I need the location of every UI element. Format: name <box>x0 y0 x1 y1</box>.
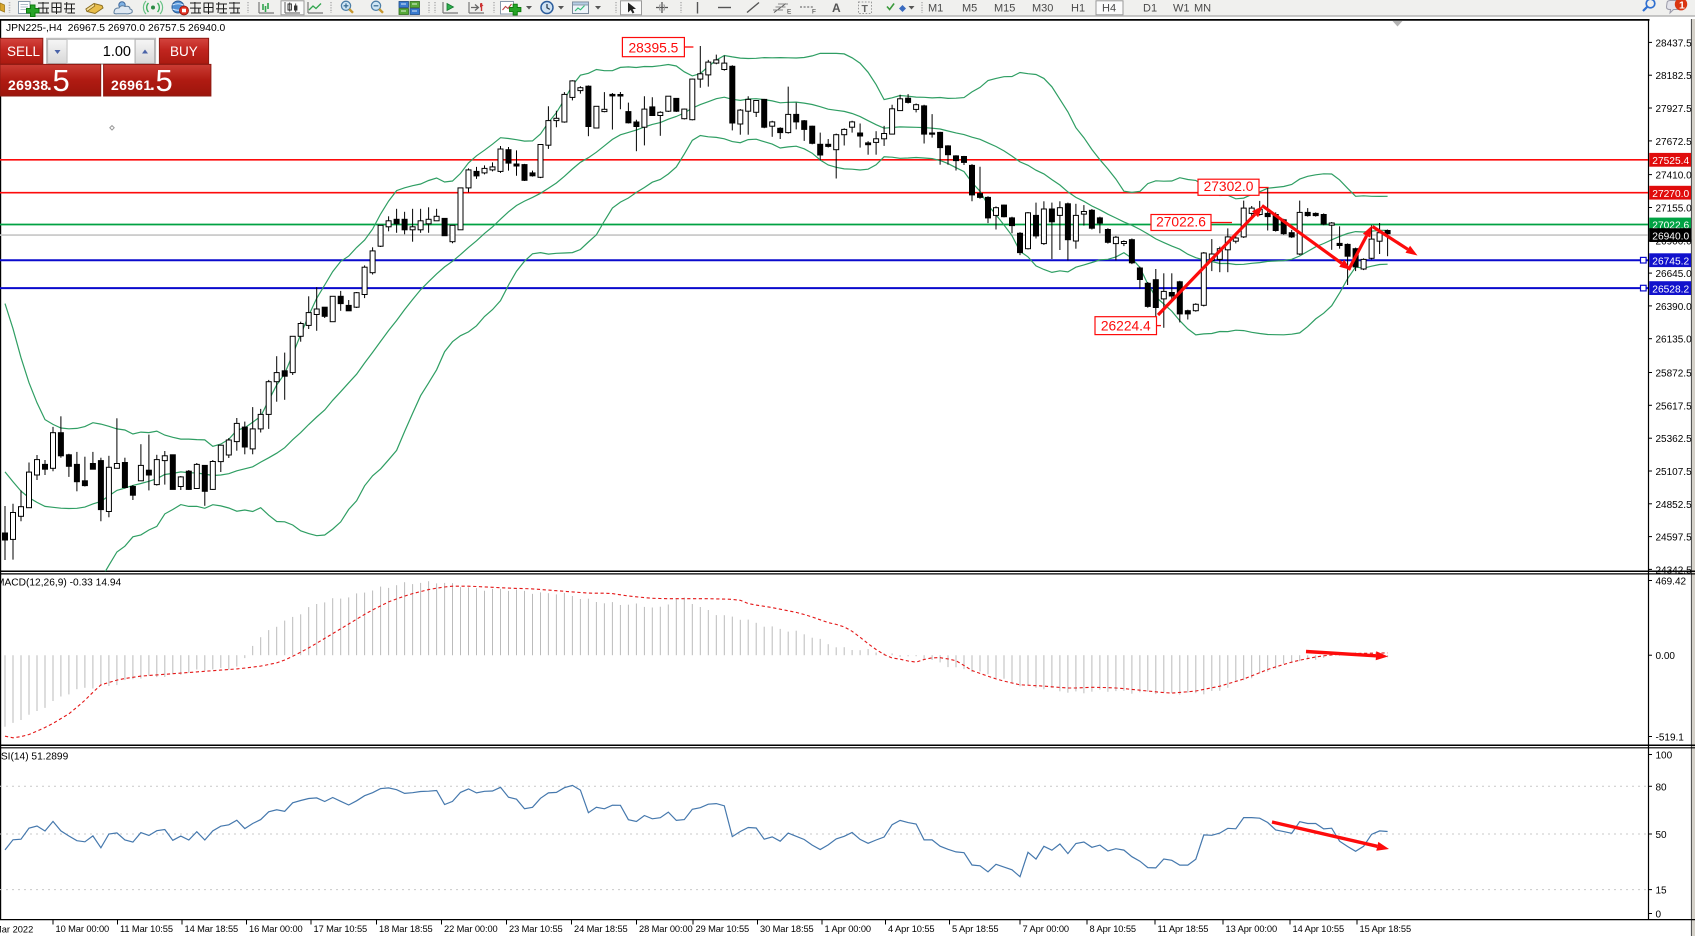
svg-text:D1: D1 <box>1143 3 1157 15</box>
svg-text:23 Mar 10:55: 23 Mar 10:55 <box>509 924 563 934</box>
svg-text:26961: 26961 <box>111 77 151 93</box>
svg-text:27022.6: 27022.6 <box>1652 221 1689 232</box>
svg-text:26938: 26938 <box>8 77 48 93</box>
svg-text:M5: M5 <box>962 3 977 15</box>
svg-text:25107.5: 25107.5 <box>1656 467 1693 478</box>
svg-text:1 Apr 00:00: 1 Apr 00:00 <box>825 924 871 934</box>
svg-text:26135.0: 26135.0 <box>1656 335 1693 346</box>
svg-text:27155.0: 27155.0 <box>1656 204 1693 215</box>
svg-text:H1: H1 <box>1071 3 1085 15</box>
svg-text:80: 80 <box>1656 782 1668 793</box>
svg-text:JPN225-,H4 26967.5 26970.0 26: JPN225-,H4 26967.5 26970.0 26757.5 26940… <box>6 23 226 34</box>
svg-text:17 Mar 10:55: 17 Mar 10:55 <box>314 924 368 934</box>
svg-text:W1: W1 <box>1173 3 1190 15</box>
svg-text:0.00: 0.00 <box>1656 651 1676 662</box>
svg-text:30 Mar 18:55: 30 Mar 18:55 <box>760 924 814 934</box>
svg-text:14 Apr 10:55: 14 Apr 10:55 <box>1293 924 1345 934</box>
svg-text:0: 0 <box>1656 910 1662 921</box>
svg-text:MN: MN <box>1194 3 1211 15</box>
svg-text:18 Mar 18:55: 18 Mar 18:55 <box>379 924 433 934</box>
svg-text:1: 1 <box>1679 0 1685 12</box>
svg-text:M15: M15 <box>994 3 1015 15</box>
svg-text:27410.0: 27410.0 <box>1656 171 1693 182</box>
svg-text:27270.0: 27270.0 <box>1652 189 1689 200</box>
svg-text:26390.0: 26390.0 <box>1656 302 1693 313</box>
svg-text:16 Mar 00:00: 16 Mar 00:00 <box>249 924 303 934</box>
svg-text:15 Apr 18:55: 15 Apr 18:55 <box>1360 924 1412 934</box>
svg-text:Mar 2022: Mar 2022 <box>0 925 33 935</box>
svg-text:24 Mar 18:55: 24 Mar 18:55 <box>574 924 628 934</box>
svg-text:22 Mar 00:00: 22 Mar 00:00 <box>444 924 498 934</box>
svg-text:M30: M30 <box>1032 3 1053 15</box>
svg-text:-519.1: -519.1 <box>1656 733 1685 744</box>
svg-text:50: 50 <box>1656 830 1668 841</box>
svg-text:25362.5: 25362.5 <box>1656 434 1693 445</box>
svg-text:13 Apr 00:00: 13 Apr 00:00 <box>1226 924 1278 934</box>
svg-text:BUY: BUY <box>170 44 198 59</box>
svg-text:27525.4: 27525.4 <box>1652 156 1689 167</box>
svg-text:F: F <box>812 9 816 16</box>
svg-text:SELL: SELL <box>7 44 41 59</box>
svg-text:24342.5: 24342.5 <box>1656 565 1693 576</box>
svg-text:4 Apr 10:55: 4 Apr 10:55 <box>888 924 934 934</box>
svg-text:469.42: 469.42 <box>1656 577 1687 588</box>
svg-text:M1: M1 <box>928 3 943 15</box>
svg-text:5: 5 <box>156 63 173 98</box>
svg-text:11 Apr 18:55: 11 Apr 18:55 <box>1158 924 1209 934</box>
svg-text:28182.5: 28182.5 <box>1656 71 1693 82</box>
svg-text:27927.5: 27927.5 <box>1656 104 1693 115</box>
svg-text:25872.5: 25872.5 <box>1656 369 1693 380</box>
svg-text:14 Mar 18:55: 14 Mar 18:55 <box>185 924 239 934</box>
svg-text:MACD(12,26,9) -0.33 14.94: MACD(12,26,9) -0.33 14.94 <box>0 578 121 589</box>
svg-text:15: 15 <box>1656 886 1668 897</box>
svg-text:1.00: 1.00 <box>103 44 131 60</box>
svg-text:27672.5: 27672.5 <box>1656 137 1693 148</box>
svg-text:29 Mar 10:55: 29 Mar 10:55 <box>696 924 750 934</box>
svg-text:10 Mar 00:00: 10 Mar 00:00 <box>56 924 110 934</box>
svg-text:100: 100 <box>1656 751 1673 762</box>
svg-text:H4: H4 <box>1102 3 1116 15</box>
svg-text:26224.4: 26224.4 <box>1101 318 1151 333</box>
svg-text:8 Apr 10:55: 8 Apr 10:55 <box>1090 924 1136 934</box>
svg-text:7 Apr 00:00: 7 Apr 00:00 <box>1023 924 1069 934</box>
svg-text:T: T <box>862 3 869 15</box>
svg-text:27302.0: 27302.0 <box>1204 179 1254 194</box>
svg-text:E: E <box>787 9 792 16</box>
svg-text:A: A <box>832 1 841 15</box>
svg-text:26745.2: 26745.2 <box>1652 256 1689 267</box>
svg-text:5 Apr 18:55: 5 Apr 18:55 <box>952 924 998 934</box>
svg-text:26645.0: 26645.0 <box>1656 269 1693 280</box>
svg-text:27022.6: 27022.6 <box>1156 214 1206 229</box>
svg-text:28 Mar 00:00: 28 Mar 00:00 <box>639 924 693 934</box>
svg-text:24852.5: 24852.5 <box>1656 500 1693 511</box>
svg-text:11 Mar 10:55: 11 Mar 10:55 <box>120 924 173 934</box>
svg-text:25617.5: 25617.5 <box>1656 401 1693 412</box>
svg-text:24597.5: 24597.5 <box>1656 533 1693 544</box>
svg-text:.: . <box>47 75 52 94</box>
svg-text:26528.2: 26528.2 <box>1652 284 1689 295</box>
svg-text:28437.5: 28437.5 <box>1656 38 1693 49</box>
svg-text:.: . <box>150 75 155 94</box>
svg-text:RSI(14) 51.2899: RSI(14) 51.2899 <box>0 752 69 763</box>
svg-text:5: 5 <box>53 63 70 98</box>
svg-text:28395.5: 28395.5 <box>628 41 678 56</box>
svg-text:26940.0: 26940.0 <box>1652 231 1689 242</box>
